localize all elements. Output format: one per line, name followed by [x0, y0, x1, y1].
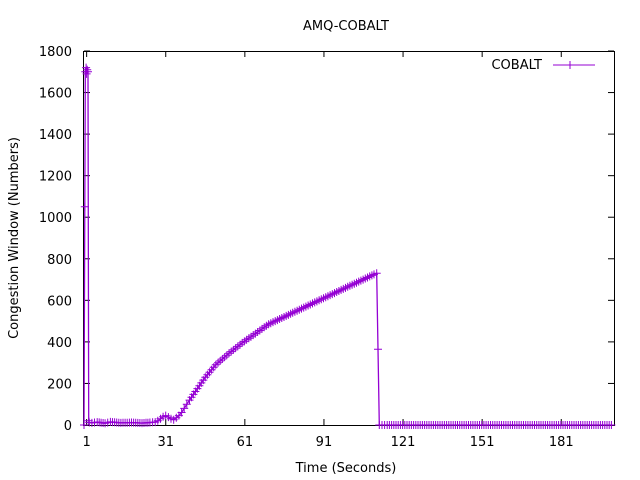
- x-tick-label: 1: [82, 435, 90, 450]
- x-tick-label: 121: [391, 435, 416, 450]
- y-tick-label: 1000: [39, 211, 72, 226]
- data-point-marker: [80, 421, 88, 429]
- y-tick-label: 1800: [39, 45, 72, 60]
- legend-marker-cobalt: [566, 61, 574, 69]
- data-point-marker: [607, 421, 616, 429]
- plot-frame: [83, 51, 615, 426]
- series-markers-cobalt: [80, 63, 616, 429]
- x-tick-label: 61: [237, 435, 254, 450]
- y-axis-ticks: 0 200 400 600 800 1000 1200 1400 1600 1800: [39, 45, 614, 434]
- y-tick-label: 800: [47, 253, 72, 268]
- y-tick-label: 1600: [39, 87, 72, 102]
- y-axis-title: Congestion Window (Numbers): [7, 137, 22, 339]
- data-point-marker: [180, 404, 189, 413]
- legend-plus-marker: [566, 61, 574, 69]
- chart-title: AMQ-COBALT: [303, 19, 389, 34]
- series-layer: [80, 63, 616, 429]
- y-tick-label: 600: [47, 294, 72, 309]
- y-tick-label: 1200: [39, 170, 72, 185]
- y-tick-label: 1400: [39, 128, 72, 143]
- data-point-marker: [372, 269, 381, 278]
- data-point-marker: [84, 67, 92, 76]
- x-tick-label: 91: [316, 435, 333, 450]
- y-tick-label: 200: [47, 377, 72, 392]
- data-point-marker: [80, 202, 89, 211]
- x-tick-label: 181: [549, 435, 574, 450]
- y-tick-label: 400: [47, 336, 72, 351]
- plot-border: [83, 51, 615, 426]
- y-tick-label: 0: [64, 419, 72, 434]
- data-point-marker: [367, 271, 376, 280]
- x-tick-label: 151: [470, 435, 495, 450]
- x-axis-ticks: 1 31 61 91 121 151 181: [82, 51, 574, 450]
- data-point-marker: [83, 65, 92, 74]
- legend: COBALT: [491, 58, 595, 73]
- data-point-marker: [182, 400, 191, 409]
- series-line-cobalt: [83, 67, 612, 426]
- data-point-marker: [82, 69, 91, 78]
- x-tick-label: 31: [157, 435, 174, 450]
- data-point-marker: [374, 345, 382, 354]
- x-axis-title: Time (Seconds): [295, 461, 397, 476]
- data-point-marker: [177, 408, 186, 417]
- data-point-marker: [84, 416, 93, 425]
- legend-label-cobalt: COBALT: [491, 58, 542, 73]
- data-point-marker: [286, 309, 295, 318]
